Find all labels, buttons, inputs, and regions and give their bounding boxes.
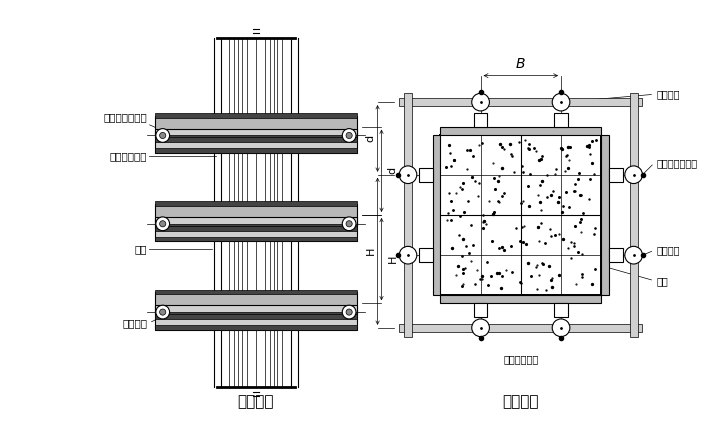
Circle shape	[625, 246, 643, 264]
Bar	[155, 312, 357, 317]
Circle shape	[552, 319, 570, 337]
Bar	[609, 248, 623, 262]
Bar	[440, 295, 601, 303]
Text: 柱箍（圆钢管）: 柱箍（圆钢管）	[656, 158, 697, 168]
Bar	[155, 148, 357, 153]
Bar	[155, 237, 357, 241]
Bar	[630, 94, 638, 337]
Text: 竖愣（方木）: 竖愣（方木）	[503, 354, 539, 364]
Text: 柱箍（圆钢管）: 柱箍（圆钢管）	[103, 112, 147, 122]
Circle shape	[156, 217, 170, 231]
Circle shape	[160, 309, 166, 315]
Text: 面板: 面板	[656, 276, 668, 286]
Text: d: d	[387, 167, 397, 174]
Circle shape	[342, 217, 356, 231]
Circle shape	[552, 94, 570, 111]
Bar	[155, 201, 357, 206]
Bar	[155, 204, 357, 226]
Bar	[399, 324, 643, 332]
Bar	[609, 168, 623, 181]
Bar	[440, 134, 601, 295]
Text: 柱立面图: 柱立面图	[238, 394, 274, 409]
Bar	[155, 314, 357, 319]
Text: 面板: 面板	[134, 244, 147, 254]
Circle shape	[346, 221, 352, 227]
Bar	[554, 303, 568, 317]
Circle shape	[625, 166, 643, 184]
Text: 柱剖面图: 柱剖面图	[503, 394, 539, 409]
Bar	[155, 305, 357, 330]
Bar	[155, 292, 357, 314]
Circle shape	[156, 305, 170, 319]
Text: 对拉螺栓: 对拉螺栓	[656, 245, 679, 255]
Text: H: H	[366, 247, 375, 255]
Circle shape	[160, 221, 166, 227]
Bar	[554, 113, 568, 127]
Bar	[155, 129, 357, 153]
Bar	[155, 137, 357, 142]
Bar	[155, 116, 357, 137]
Bar	[155, 226, 357, 231]
Bar	[155, 289, 357, 295]
Circle shape	[472, 319, 489, 337]
Bar	[155, 325, 357, 330]
Circle shape	[342, 129, 356, 142]
Bar	[419, 248, 433, 262]
Text: d: d	[366, 135, 375, 142]
Bar	[433, 134, 440, 295]
Circle shape	[342, 305, 356, 319]
Bar	[474, 113, 487, 127]
Text: 竖愣（方木）: 竖愣（方木）	[110, 151, 147, 161]
Circle shape	[346, 133, 352, 139]
Bar	[440, 127, 601, 134]
Bar	[155, 224, 357, 229]
Circle shape	[160, 133, 166, 139]
Bar	[601, 134, 609, 295]
Circle shape	[346, 309, 352, 315]
Bar	[440, 134, 601, 295]
Circle shape	[156, 129, 170, 142]
Text: B: B	[516, 57, 525, 71]
Circle shape	[399, 246, 417, 264]
Text: 对拉螺栓: 对拉螺栓	[122, 318, 147, 328]
Text: 对拉螺栓: 对拉螺栓	[656, 89, 679, 99]
Bar	[155, 136, 357, 140]
Bar	[404, 94, 412, 337]
Circle shape	[399, 166, 417, 184]
Bar	[155, 113, 357, 118]
Bar	[419, 168, 433, 181]
Bar	[155, 217, 357, 241]
Bar	[474, 303, 487, 317]
Circle shape	[472, 94, 489, 111]
Text: H: H	[387, 255, 397, 264]
Bar	[399, 98, 643, 106]
